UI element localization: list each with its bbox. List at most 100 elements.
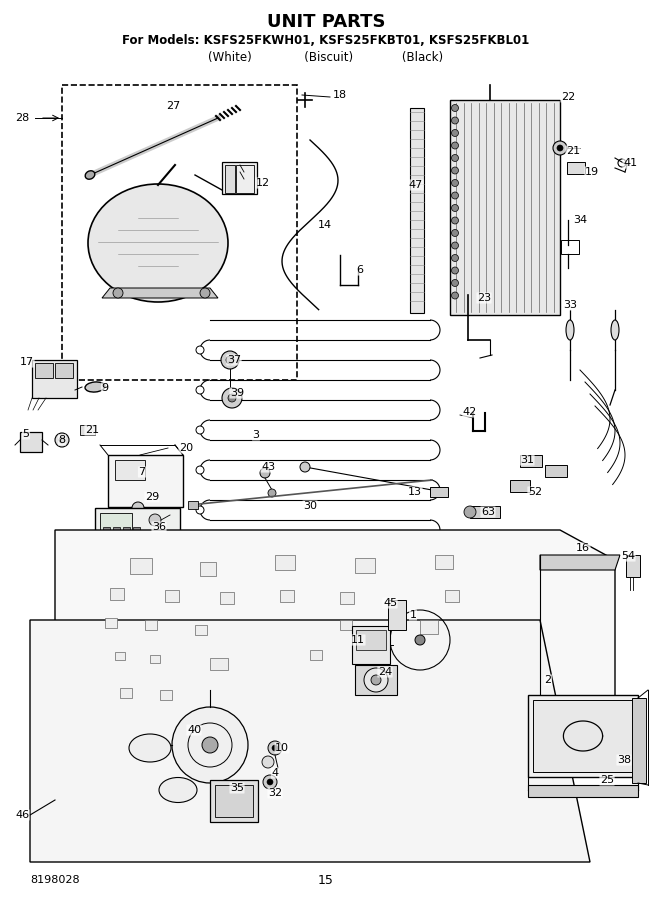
Wedge shape: [394, 645, 415, 666]
Text: (White)              (Biscuit)             (Black): (White) (Biscuit) (Black): [209, 50, 443, 64]
Circle shape: [196, 426, 204, 434]
Ellipse shape: [159, 778, 197, 803]
Circle shape: [557, 145, 563, 151]
Circle shape: [364, 668, 388, 692]
Text: 30: 30: [303, 501, 317, 511]
Bar: [445, 590, 459, 602]
Text: 16: 16: [576, 543, 590, 553]
Text: 21: 21: [85, 425, 99, 435]
Bar: [105, 618, 117, 628]
Text: 10: 10: [275, 743, 289, 753]
Text: 39: 39: [230, 388, 244, 398]
Circle shape: [172, 707, 248, 783]
Text: 7: 7: [138, 467, 145, 477]
Circle shape: [451, 267, 458, 274]
Bar: [103, 527, 110, 535]
Text: 33: 33: [563, 300, 577, 310]
Bar: [165, 590, 179, 602]
Bar: [435, 555, 453, 569]
Circle shape: [451, 117, 458, 124]
Text: 17: 17: [20, 357, 34, 367]
Text: 9: 9: [102, 383, 109, 393]
Circle shape: [553, 141, 567, 155]
Bar: [130, 558, 152, 574]
Text: 8198028: 8198028: [30, 875, 80, 885]
Circle shape: [371, 675, 381, 685]
Bar: [632, 698, 646, 783]
Bar: [133, 527, 140, 535]
Bar: [95, 508, 180, 570]
Bar: [115, 652, 125, 660]
Circle shape: [149, 514, 161, 526]
Circle shape: [451, 179, 458, 186]
Bar: [120, 688, 132, 698]
Ellipse shape: [611, 320, 619, 340]
Text: 12: 12: [256, 178, 270, 188]
Ellipse shape: [85, 171, 95, 179]
Text: 27: 27: [166, 101, 180, 111]
Ellipse shape: [566, 320, 574, 340]
Circle shape: [451, 204, 458, 212]
Circle shape: [196, 346, 204, 354]
Text: 13: 13: [408, 487, 422, 497]
Text: 34: 34: [573, 215, 587, 225]
Bar: [420, 620, 438, 634]
Bar: [32, 360, 77, 398]
Wedge shape: [392, 628, 406, 652]
Text: 42: 42: [463, 407, 477, 417]
Bar: [280, 590, 294, 602]
Bar: [210, 780, 258, 822]
Text: 15: 15: [318, 874, 334, 886]
Bar: [215, 785, 253, 817]
Text: 1: 1: [409, 610, 417, 620]
Circle shape: [451, 255, 458, 262]
Text: 14: 14: [318, 220, 332, 230]
Circle shape: [300, 462, 310, 472]
Text: For Models: KSFS25FKWH01, KSFS25FKBT01, KSFS25FKBL01: For Models: KSFS25FKWH01, KSFS25FKBT01, …: [123, 33, 529, 47]
Circle shape: [415, 635, 425, 645]
Bar: [275, 555, 295, 570]
Ellipse shape: [85, 382, 105, 392]
Text: 18: 18: [333, 90, 347, 100]
Bar: [450, 100, 560, 315]
Bar: [236, 165, 254, 193]
Bar: [430, 487, 448, 497]
Circle shape: [228, 394, 236, 402]
Text: 22: 22: [561, 92, 575, 102]
Text: 23: 23: [477, 293, 491, 303]
Circle shape: [451, 292, 458, 299]
Circle shape: [200, 288, 210, 298]
Circle shape: [272, 745, 278, 751]
Wedge shape: [408, 612, 432, 625]
Circle shape: [262, 756, 274, 768]
Text: 8: 8: [59, 435, 66, 445]
Text: 54: 54: [621, 551, 635, 561]
Bar: [62, 85, 297, 380]
Wedge shape: [426, 614, 447, 634]
Circle shape: [451, 155, 458, 161]
Bar: [355, 665, 397, 695]
Bar: [188, 501, 198, 509]
Bar: [150, 655, 160, 663]
Bar: [35, 363, 53, 378]
Circle shape: [451, 280, 458, 286]
Bar: [195, 625, 207, 635]
Text: 40: 40: [187, 725, 201, 735]
Text: 19: 19: [585, 167, 599, 177]
Bar: [528, 785, 638, 797]
Text: 5: 5: [23, 429, 29, 439]
Text: 32: 32: [268, 788, 282, 798]
Bar: [115, 460, 145, 480]
Text: 20: 20: [179, 443, 193, 453]
Text: 2: 2: [544, 675, 552, 685]
Text: 25: 25: [600, 775, 614, 785]
Bar: [388, 600, 406, 630]
Bar: [55, 363, 73, 378]
Bar: [200, 562, 216, 576]
Wedge shape: [394, 614, 415, 634]
Circle shape: [451, 142, 458, 149]
Circle shape: [451, 192, 458, 199]
Text: 11: 11: [351, 635, 365, 645]
Text: 46: 46: [15, 810, 29, 820]
Circle shape: [267, 779, 273, 785]
